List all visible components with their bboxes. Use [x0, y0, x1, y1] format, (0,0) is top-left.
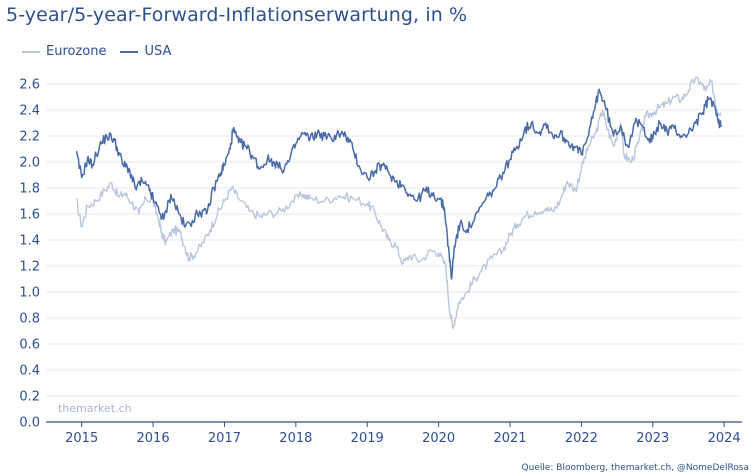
legend: Eurozone USA [22, 44, 185, 59]
x-tick-label: 2017 [208, 431, 241, 446]
y-tick-label: 2.6 [19, 78, 40, 93]
x-tick-label: 2016 [137, 431, 170, 446]
source-note: Quelle: Bloomberg, themarket.ch, @NomeDe… [521, 463, 749, 473]
y-tick-label: 2.2 [19, 130, 40, 145]
series-line-eurozone [75, 76, 722, 330]
y-tick-label: 1.4 [19, 234, 40, 249]
legend-label-usa: USA [144, 44, 172, 59]
y-tick-label: 1.2 [19, 260, 40, 275]
y-tick-label: 0.8 [19, 312, 40, 327]
y-tick-label: 1.8 [19, 182, 40, 197]
x-tick-label: 2024 [708, 431, 741, 446]
watermark: themarket.ch [58, 402, 132, 415]
x-tick-label: 2021 [493, 431, 526, 446]
x-tick-label: 2023 [636, 431, 669, 446]
legend-item-eurozone: Eurozone [22, 44, 106, 59]
legend-label-eurozone: Eurozone [46, 44, 107, 59]
x-tick-label: 2022 [565, 431, 598, 446]
y-tick-label: 1.6 [19, 208, 40, 223]
y-tick-label: 2.4 [19, 104, 40, 119]
y-tick-label: 0.4 [19, 364, 40, 379]
legend-item-usa: USA [120, 44, 171, 59]
x-tick-label: 2020 [422, 431, 455, 446]
y-tick-label: 0.6 [19, 338, 40, 353]
x-tick-label: 2019 [351, 431, 384, 446]
x-tick-label: 2018 [279, 431, 312, 446]
y-tick-label: 0.0 [19, 416, 40, 431]
legend-swatch-eurozone [22, 50, 40, 53]
chart-title: 5-year/5-year-Forward-Inflationserwartun… [6, 4, 468, 26]
x-tick-label: 2015 [65, 431, 98, 446]
y-tick-label: 1.0 [19, 286, 40, 301]
y-tick-label: 0.2 [19, 390, 40, 405]
y-tick-label: 2.0 [19, 156, 40, 171]
legend-swatch-usa [120, 50, 139, 53]
series-line-usa [75, 88, 722, 280]
